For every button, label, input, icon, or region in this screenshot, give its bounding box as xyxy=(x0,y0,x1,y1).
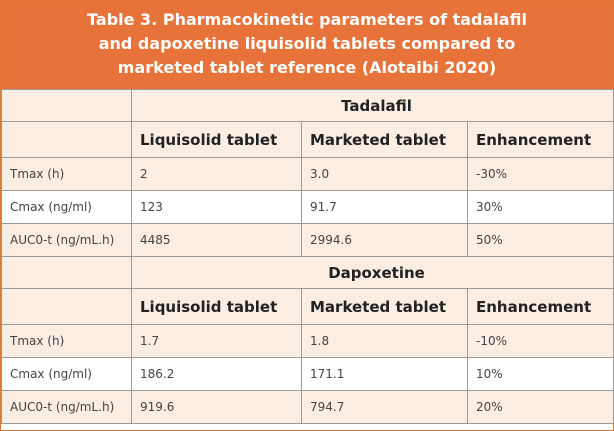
cell: 20% xyxy=(466,390,614,424)
column-header: Marketed tablet xyxy=(301,121,468,158)
data-row: Tmax (h) 1.7 1.8 -10% xyxy=(1,324,614,358)
empty-cell xyxy=(1,121,132,158)
row-label: Tmax (h) xyxy=(1,157,132,191)
data-row: Cmax (ng/ml) 186.2 171.1 10% xyxy=(1,357,614,391)
data-row: AUC0-t (ng/mL.h) 919.6 794.7 20% xyxy=(1,390,614,424)
column-header: Marketed tablet xyxy=(301,288,468,325)
cell: 3.0 xyxy=(301,157,468,191)
cell: 2994.6 xyxy=(301,223,468,257)
row-label: Cmax (ng/ml) xyxy=(1,357,132,391)
row-label: AUC0-t (ng/mL.h) xyxy=(1,223,132,257)
cell: 794.7 xyxy=(301,390,468,424)
row-label: Tmax (h) xyxy=(1,324,132,358)
section-name: Dapoxetine xyxy=(130,256,614,289)
data-row: AUC0-t (ng/mL.h) 4485 2994.6 50% xyxy=(1,223,614,257)
cell: 171.1 xyxy=(301,357,468,391)
column-header: Enhancement xyxy=(466,288,614,325)
empty-cell xyxy=(1,89,132,122)
section-row: Tadalafil xyxy=(1,89,614,122)
table-title: Table 3. Pharmacokinetic parameters of t… xyxy=(1,1,613,89)
section-name: Tadalafil xyxy=(130,89,614,122)
cell: 186.2 xyxy=(131,357,302,391)
cell: 30% xyxy=(466,190,614,224)
cell: 1.8 xyxy=(301,324,468,358)
row-label: Cmax (ng/ml) xyxy=(1,190,132,224)
empty-cell xyxy=(1,288,132,325)
column-header: Enhancement xyxy=(466,121,614,158)
column-header: Liquisolid tablet xyxy=(131,288,302,325)
cell: -30% xyxy=(466,157,614,191)
cell: -10% xyxy=(466,324,614,358)
row-label: AUC0-t (ng/mL.h) xyxy=(1,390,132,424)
cell: 50% xyxy=(466,223,614,257)
header-row: Liquisolid tablet Marketed tablet Enhancem… xyxy=(1,121,614,158)
cell: 2 xyxy=(131,157,302,191)
cell: 1.7 xyxy=(131,324,302,358)
cell: 4485 xyxy=(131,223,302,257)
cell: 123 xyxy=(131,190,302,224)
column-header: Liquisolid tablet xyxy=(131,121,302,158)
table: Tadalafil Liquisolid tablet Marketed table… xyxy=(1,89,614,424)
data-row: Tmax (h) 2 3.0 -30% xyxy=(1,157,614,191)
cell: 919.6 xyxy=(131,390,302,424)
data-row: Cmax (ng/ml) 123 91.7 30% xyxy=(1,190,614,224)
header-row: Liquisolid tablet Marketed tablet Enhancem… xyxy=(1,288,614,325)
empty-cell xyxy=(1,256,132,289)
section-row: Dapoxetine xyxy=(1,256,614,289)
cell: 91.7 xyxy=(301,190,468,224)
cell: 10% xyxy=(466,357,614,391)
